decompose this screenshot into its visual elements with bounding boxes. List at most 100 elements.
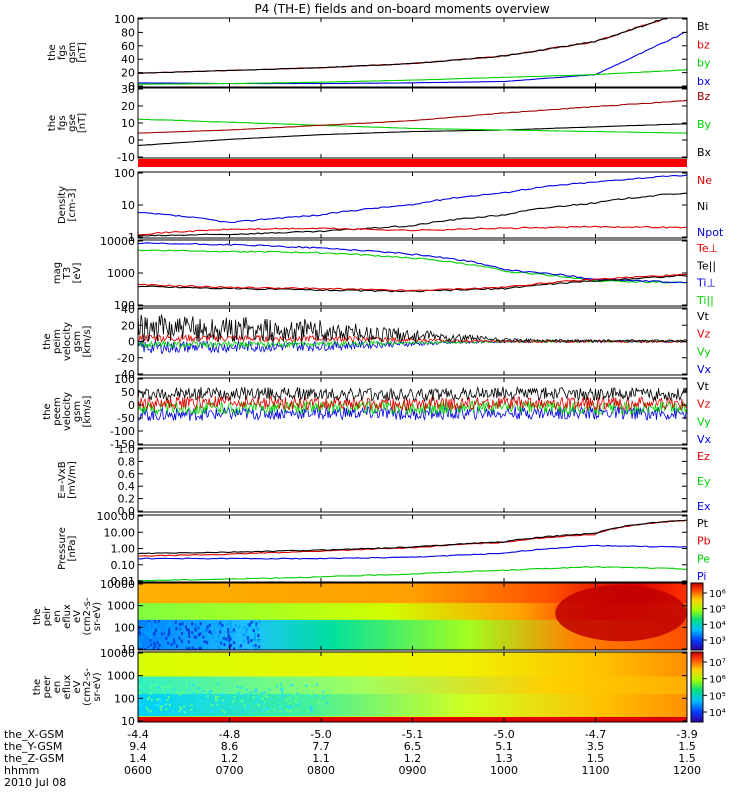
series-group <box>138 242 687 293</box>
spectrogram-pixel <box>281 690 284 693</box>
y-tick-label: 10 <box>121 117 135 130</box>
spectrogram-pixel <box>241 711 244 714</box>
spectrogram-pixel <box>157 704 160 707</box>
colorbar <box>690 582 704 651</box>
panel-density: Density [cm-3] 1 10 100 Ne Ni Npot <box>57 167 724 244</box>
spectrogram-pixel <box>279 706 282 709</box>
spectrogram-pixel <box>285 708 288 711</box>
spectrogram-pixel <box>187 640 190 644</box>
spectrogram-pixel <box>230 643 233 647</box>
spectrogram-pixel <box>210 710 213 713</box>
data-quality-bar <box>138 159 687 167</box>
spectrogram-pixel <box>231 630 234 634</box>
spectrogram-pixel <box>190 704 193 707</box>
spectrogram-pixel <box>139 703 142 706</box>
spectrogram-pixel <box>232 700 235 703</box>
spectrogram-pixel <box>150 687 153 690</box>
spectrogram-pixel <box>164 703 167 706</box>
spectrogram-pixel <box>292 693 295 696</box>
spectrogram-pixel <box>246 627 249 631</box>
spectrogram-pixel <box>322 690 325 693</box>
spectrogram-pixel <box>208 623 211 627</box>
spectrogram-pixel <box>255 688 258 691</box>
y-tick-label: 100 <box>114 621 135 634</box>
ephemeris-value: -4.4 <box>127 728 148 741</box>
spectrogram-pixel <box>205 695 208 698</box>
spectrogram-pixel <box>285 710 288 713</box>
spectrogram-pixel <box>233 647 236 650</box>
spectrogram-pixel <box>139 643 142 647</box>
spectrogram-pixel <box>191 684 194 687</box>
spectrogram-pixel <box>165 636 168 640</box>
y-tick-label: 100.00 <box>97 510 136 523</box>
ephemeris-label: the_X-GSM <box>4 728 64 741</box>
spectrogram-pixel <box>311 690 314 693</box>
y-tick-label: 0 <box>128 134 135 147</box>
y-tick-label: -50 <box>117 412 135 425</box>
spectrogram-pixel <box>247 640 250 644</box>
spectrogram-pixel <box>148 621 151 625</box>
spectrogram-pixel <box>173 638 176 642</box>
spectrogram-pixel <box>152 646 155 650</box>
series-line-pressure <box>138 519 687 555</box>
spectrogram-pixel <box>234 630 237 634</box>
spectrogram-pixel <box>138 638 141 642</box>
spectrogram-pixel <box>186 644 189 648</box>
spectrogram-pixel <box>216 707 219 710</box>
ephemeris-value: -5.0 <box>493 728 514 741</box>
series-line-veli <box>138 314 687 343</box>
spectrogram-pixel <box>180 635 183 639</box>
spectrogram-pixel <box>250 620 253 624</box>
spectrogram-pixel <box>222 693 225 696</box>
spectrogram-pixel <box>196 621 199 625</box>
series-line-vele <box>138 395 687 412</box>
panel-frame <box>137 447 688 513</box>
spectrogram-pixel <box>171 630 174 634</box>
spectrogram-pixel <box>227 635 230 639</box>
spectrogram-pixel <box>160 632 163 636</box>
series-line-fgs2 <box>138 123 687 147</box>
spectrogram-pixel <box>279 710 282 713</box>
spectrogram-pixel <box>315 683 318 686</box>
spectrogram-pixel <box>213 622 216 626</box>
series-line-fgs <box>138 31 687 85</box>
spectrogram-pixel <box>154 620 157 624</box>
spectrogram-pixel <box>249 624 252 628</box>
ephemeris-value: -3.9 <box>676 728 697 741</box>
spectrogram-pixel <box>253 701 256 704</box>
spectrogram-pixel <box>280 687 283 690</box>
spectrogram-pixel <box>281 695 284 698</box>
spectrogram-pixel <box>155 684 158 687</box>
y-tick-label: 1000 <box>107 267 135 280</box>
spectrogram-pixel <box>190 708 193 711</box>
legend-entry: Pe <box>697 552 710 565</box>
y-axis-label: the <box>42 403 53 419</box>
spectrogram-pixel <box>254 710 257 713</box>
legend-entry: Vx <box>697 363 712 376</box>
spectrogram-pixel <box>200 699 203 702</box>
spectrogram-pixel <box>219 628 222 632</box>
spectrogram-pixel <box>283 687 286 690</box>
spectrogram-pixel <box>154 644 157 648</box>
spectrogram-pixel <box>156 698 159 701</box>
spectrogram-pixel <box>186 684 189 687</box>
y-axis-label: peim <box>52 329 63 354</box>
y-tick-label: 10000 <box>100 578 135 591</box>
colorbar-label: 10⁵ <box>709 691 726 702</box>
spectrogram-pixel <box>197 687 200 690</box>
y-tick-label: 100 <box>114 299 135 312</box>
spectrogram-pixel <box>304 684 307 687</box>
y-axis-label: peem <box>52 397 63 425</box>
y-axis-label: gsm <box>67 42 78 63</box>
colorbar-label: 10⁴ <box>709 708 726 719</box>
spectrogram-pixel <box>310 710 313 713</box>
y-tick-label: 1000 <box>107 600 135 613</box>
y-tick-label: -10 <box>117 151 135 164</box>
spectrogram-pixel <box>158 643 161 647</box>
spectrogram-pixel <box>309 706 312 709</box>
series-line-temp <box>138 249 687 284</box>
series-line-density <box>138 225 687 236</box>
spectrogram-pixel <box>165 628 168 632</box>
spectrogram-pixel <box>237 692 240 695</box>
